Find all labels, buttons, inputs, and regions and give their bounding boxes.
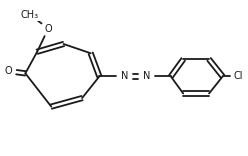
Text: N: N xyxy=(121,71,128,81)
Text: CH₃: CH₃ xyxy=(21,10,39,20)
Text: N: N xyxy=(143,71,150,81)
Text: O: O xyxy=(4,66,12,76)
Text: O: O xyxy=(44,24,52,34)
Text: Cl: Cl xyxy=(234,71,244,81)
